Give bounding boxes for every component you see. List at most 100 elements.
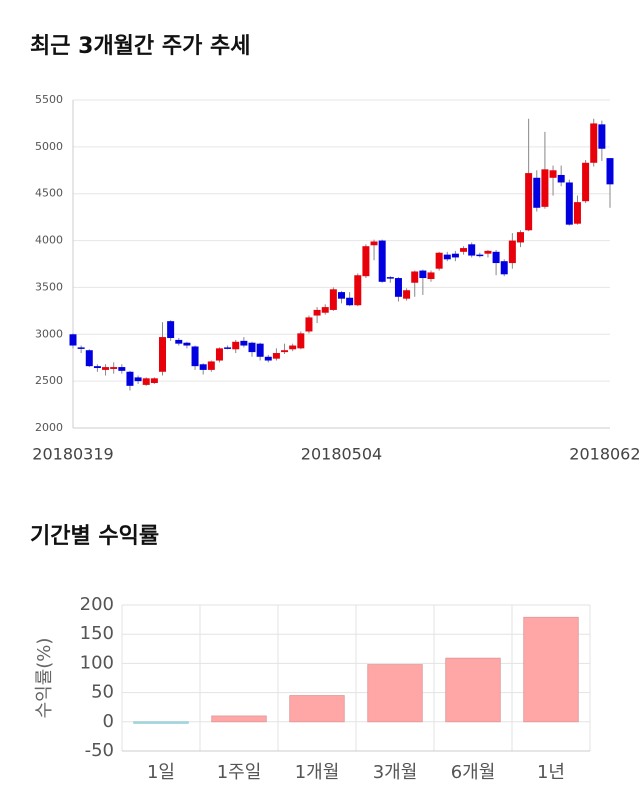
candle-body xyxy=(411,271,419,283)
candle-body xyxy=(313,309,321,316)
y-tick-label: 4500 xyxy=(35,187,63,200)
candle-body xyxy=(142,378,150,385)
candle-body xyxy=(565,182,573,225)
y-tick-label: 50 xyxy=(91,682,114,703)
y-tick-label: 5500 xyxy=(35,93,63,106)
candle-body xyxy=(435,252,443,269)
candle-body xyxy=(207,361,215,370)
chart-title: 기간별 수익률 xyxy=(30,524,159,549)
y-tick-label: 5000 xyxy=(35,140,63,153)
bar xyxy=(445,657,501,723)
candle-body xyxy=(191,346,199,367)
candle-body xyxy=(110,367,118,369)
candle-body xyxy=(232,341,240,350)
candle-body xyxy=(215,348,223,361)
x-tick-label: 20180319 xyxy=(32,445,113,464)
candle-body xyxy=(248,342,256,353)
bar xyxy=(211,715,267,723)
y-tick-label: 3000 xyxy=(35,327,63,340)
candle-body xyxy=(256,343,264,357)
candle-body xyxy=(159,337,166,372)
candle-body xyxy=(582,162,590,202)
y-axis-label: 수익률(%) xyxy=(34,638,55,719)
candle-body xyxy=(386,277,394,279)
candle-body xyxy=(354,275,362,306)
candle-body xyxy=(85,350,93,367)
y-tick-label: 2500 xyxy=(35,374,63,387)
candle-body xyxy=(175,339,183,344)
x-tick-label: 1주일 xyxy=(217,762,262,783)
x-tick-label: 6개월 xyxy=(451,762,496,783)
x-tick-label: 20180504 xyxy=(301,445,382,464)
y-tick-label: 100 xyxy=(80,652,114,673)
chart-title: 최근 3개월간 주가 추세 xyxy=(30,34,250,59)
candle-body xyxy=(460,248,468,252)
candle-body xyxy=(77,347,85,349)
candle-body xyxy=(199,364,207,370)
candle-body xyxy=(134,377,142,382)
candle-body xyxy=(362,246,370,277)
candle-body xyxy=(297,333,305,349)
candle-body xyxy=(321,307,329,313)
candle-body xyxy=(484,250,492,254)
candle-body xyxy=(240,340,248,346)
bar xyxy=(367,664,423,723)
x-tick-label: 1년 xyxy=(537,762,565,783)
candle-body xyxy=(533,177,541,208)
candle-body xyxy=(272,353,280,359)
candle-body xyxy=(289,345,297,350)
candle-body xyxy=(492,251,500,264)
candle-body xyxy=(93,366,101,369)
y-tick-label: 4000 xyxy=(35,234,63,247)
y-tick-label: 3500 xyxy=(35,280,63,293)
candle-body xyxy=(69,334,77,346)
y-tick-label: 150 xyxy=(80,623,114,644)
candle-body xyxy=(378,240,386,282)
candle-body xyxy=(549,170,557,178)
candle-body xyxy=(183,342,191,346)
candle-body xyxy=(346,297,354,306)
candle-body xyxy=(370,241,378,246)
candle-body xyxy=(606,158,614,185)
candle-body xyxy=(329,289,337,310)
candle-body xyxy=(150,378,158,384)
x-tick-label: 1일 xyxy=(147,762,175,783)
candle-body xyxy=(443,254,451,260)
y-tick-label: 2000 xyxy=(35,421,63,434)
candle-body xyxy=(557,174,565,183)
candle-body xyxy=(264,356,272,361)
candle-body xyxy=(224,347,232,349)
candle-body xyxy=(525,173,533,231)
candle-body xyxy=(419,270,427,279)
y-tick-label: -50 xyxy=(85,740,114,761)
candle-body xyxy=(476,254,484,257)
candle-body xyxy=(541,169,549,207)
x-tick-label: 3개월 xyxy=(373,762,418,783)
candle-body xyxy=(281,350,289,353)
x-tick-label: 1개월 xyxy=(295,762,340,783)
y-tick-label: 0 xyxy=(103,711,114,732)
candle-body xyxy=(590,123,598,163)
candle-body xyxy=(427,272,435,279)
candle-body xyxy=(573,202,581,224)
candle-body xyxy=(403,290,411,299)
candle-body xyxy=(468,244,476,256)
bar xyxy=(523,616,579,723)
candle-body xyxy=(338,292,345,299)
candle-body xyxy=(517,232,524,243)
candle-body xyxy=(451,253,459,258)
candle-body xyxy=(102,367,110,370)
candle-body xyxy=(394,278,402,297)
candle-body xyxy=(118,367,126,371)
candle-body xyxy=(167,321,175,339)
x-tick-label: 20180626 xyxy=(569,445,640,464)
candle-body xyxy=(508,240,516,264)
candle-body xyxy=(500,261,508,275)
candle-body xyxy=(598,124,606,149)
candle-body xyxy=(126,371,134,386)
candle-body xyxy=(305,317,313,332)
bar xyxy=(289,695,345,723)
bar xyxy=(133,721,189,724)
y-tick-label: 200 xyxy=(80,594,114,615)
